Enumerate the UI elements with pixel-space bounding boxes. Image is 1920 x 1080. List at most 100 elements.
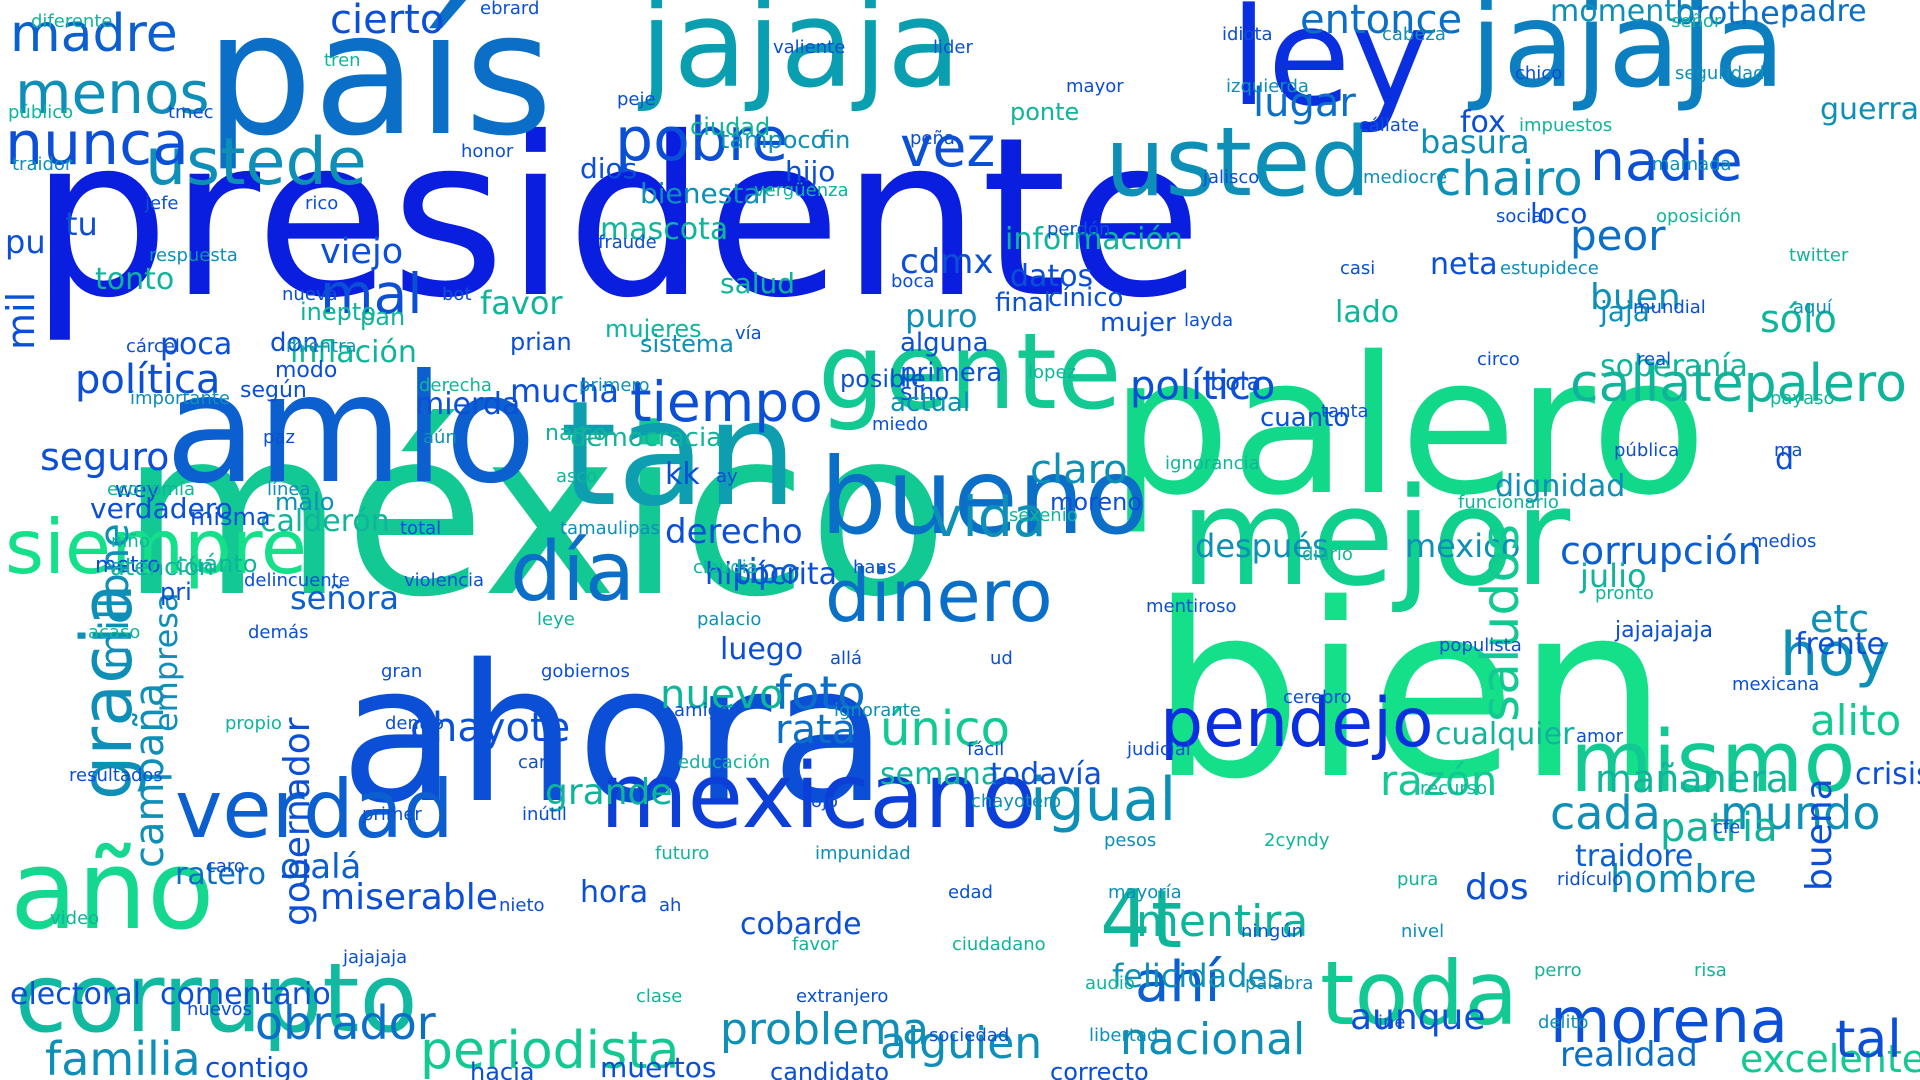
word: dos: [1465, 867, 1529, 908]
word: cárcel: [126, 336, 180, 357]
word: ustede: [145, 125, 367, 200]
word: demás: [248, 622, 309, 643]
word: payaso: [1770, 388, 1835, 409]
word: don: [270, 328, 319, 358]
word: hijo: [785, 155, 836, 188]
word: correcto: [1050, 1058, 1149, 1080]
word: asco: [556, 466, 598, 487]
word: bien: [1150, 552, 1669, 832]
word: frente: [1795, 627, 1885, 662]
word: ebrard: [480, 0, 540, 19]
word: político: [1130, 363, 1276, 409]
word: todavía: [990, 757, 1103, 792]
word: razón: [1380, 756, 1498, 805]
word: vida: [930, 485, 1047, 549]
word: resultados: [69, 765, 163, 786]
word: mujer: [1100, 308, 1176, 338]
word: vía: [735, 323, 762, 344]
word: tmec: [168, 102, 214, 123]
word: felicidades: [1112, 957, 1284, 995]
word: puro: [905, 297, 978, 335]
word: tipo: [735, 552, 801, 592]
word: mundo: [1720, 786, 1881, 840]
word: mierda: [415, 387, 521, 422]
word: buen: [1590, 277, 1681, 318]
word: violencia: [404, 570, 485, 591]
word: cobarde: [740, 907, 862, 942]
word: mientra: [286, 336, 357, 357]
word: sino: [900, 378, 950, 406]
word: cierto: [330, 0, 445, 43]
word: datos: [1010, 259, 1094, 294]
word: seguro: [40, 435, 170, 479]
word: méxico: [120, 381, 949, 648]
word: primera: [900, 358, 1003, 388]
word: recurso: [1420, 778, 1488, 799]
word: información: [1005, 222, 1183, 257]
word: rico: [305, 193, 339, 214]
word: candidato: [770, 1058, 890, 1080]
word: nieto: [499, 895, 545, 916]
word: loco: [1530, 197, 1588, 230]
word: traidor: [12, 154, 73, 175]
word: poca: [160, 327, 233, 362]
word: fraude: [598, 232, 657, 253]
word: país: [205, 0, 553, 174]
word: mexicana: [1732, 674, 1820, 695]
word: usted: [1105, 108, 1371, 218]
word: leye: [537, 609, 575, 630]
word: mismo: [1570, 713, 1856, 812]
word: ay: [716, 466, 738, 487]
word: vergüenza: [754, 180, 849, 201]
word: honor: [461, 141, 514, 162]
word: realidad: [1560, 1035, 1698, 1075]
word: pri: [160, 578, 192, 606]
word: dignidad: [1495, 469, 1626, 504]
word: público: [8, 102, 74, 123]
word: paz: [263, 427, 295, 448]
word: periodista: [420, 1021, 680, 1080]
word: gente: [818, 311, 1122, 433]
word: tren: [324, 50, 361, 71]
word: derecho: [665, 512, 803, 552]
word: cabeza: [1382, 24, 1446, 45]
word: impuestos: [1519, 115, 1613, 136]
word: familia: [45, 1032, 201, 1080]
word: mentira: [1136, 896, 1309, 947]
word: valiente: [773, 37, 846, 58]
word: mayor: [1066, 76, 1124, 97]
word: final: [995, 288, 1052, 318]
word: caro: [206, 856, 245, 877]
word: fin: [820, 126, 851, 154]
word: comentario: [160, 977, 331, 1012]
word: tonto: [95, 262, 175, 297]
word: único: [880, 701, 1010, 757]
word: ah: [659, 895, 682, 916]
word: callatepalero: [1570, 354, 1907, 414]
word: peje: [617, 89, 656, 110]
word: día: [510, 525, 636, 620]
word: populista: [1439, 635, 1522, 656]
word: crisis: [1855, 757, 1920, 792]
word: modo: [275, 358, 338, 383]
word: peor: [1570, 211, 1666, 260]
word: cuanto: [1260, 403, 1350, 433]
word: impunidad: [815, 843, 911, 864]
word: salud: [720, 267, 796, 300]
word: clase: [636, 986, 683, 1007]
word: neta: [1430, 247, 1498, 282]
word: mañanera: [1595, 757, 1790, 801]
word: pu: [5, 223, 46, 261]
word: señora: [290, 579, 399, 617]
word: calderón: [260, 504, 390, 539]
word: actual: [890, 388, 971, 418]
word: mucha: [510, 372, 619, 410]
word: twitter: [1789, 245, 1849, 266]
word: electoral: [10, 977, 141, 1012]
word: moreno: [1050, 488, 1143, 516]
word: cínico: [1048, 283, 1124, 313]
word: cara: [518, 752, 558, 773]
word: julio: [1580, 557, 1647, 595]
word: jajajaja: [343, 947, 408, 968]
